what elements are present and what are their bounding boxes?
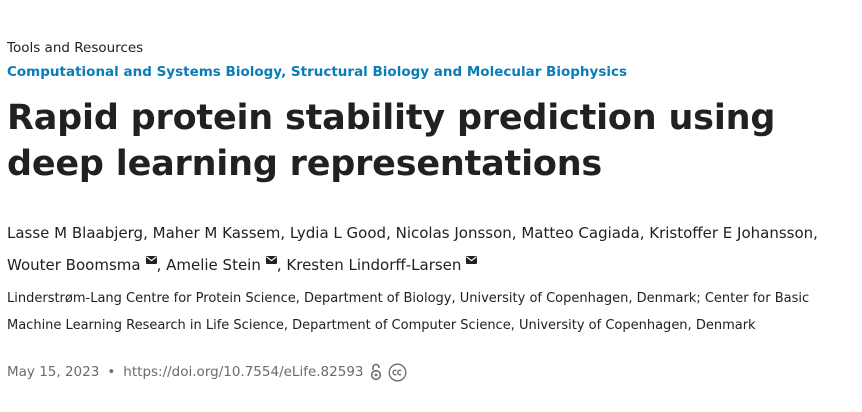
author-separator: , (813, 224, 818, 242)
email-icon[interactable] (466, 246, 478, 272)
open-access-icon[interactable] (370, 363, 382, 381)
author-name[interactable]: Maher M Kassem (152, 224, 281, 242)
author-separator: , (276, 256, 287, 274)
author-separator: , (386, 224, 396, 242)
author-separator: , (639, 224, 650, 242)
author-name[interactable]: Amelie Stein (166, 256, 261, 274)
author-name[interactable]: Kresten Lindorff-Larsen (286, 256, 462, 274)
subject-link-computational-systems-biology[interactable]: Computational and Systems Biology (7, 64, 282, 80)
author-separator: , (511, 224, 522, 242)
author-separator: , (143, 224, 153, 242)
subject-link-structural-biology[interactable]: Structural Biology and Molecular Biophys… (290, 64, 628, 80)
author-name[interactable]: Lydia L Good (289, 224, 387, 242)
article-title: Rapid protein stability prediction using… (7, 98, 776, 184)
meta-separator: • (107, 364, 116, 380)
publication-date: May 15, 2023 (7, 364, 100, 380)
author-list: Lasse M Blaabjerg, Maher M Kassem, Lydia… (7, 220, 842, 278)
email-icon[interactable] (265, 246, 277, 272)
author-name[interactable]: Lasse M Blaabjerg (7, 224, 144, 242)
author-separator: , (280, 224, 290, 242)
author-name[interactable]: Matteo Cagiada (521, 224, 640, 242)
subject-separator: , (281, 64, 291, 80)
article-type: Tools and Resources (7, 40, 144, 56)
email-icon[interactable] (145, 246, 157, 272)
author-name[interactable]: Wouter Boomsma (7, 256, 141, 274)
author-separator: , (156, 256, 167, 274)
affiliations: Linderstrøm-Lang Centre for Protein Scie… (7, 291, 810, 333)
article-meta: May 15, 2023 • https://doi.org/10.7554/e… (7, 360, 407, 384)
creative-commons-icon[interactable] (388, 363, 407, 382)
author-name[interactable]: Nicolas Jonsson (395, 224, 512, 242)
subject-list: Computational and Systems Biology, Struc… (7, 64, 627, 80)
doi-link[interactable]: https://doi.org/10.7554/eLife.82593 (123, 364, 364, 380)
author-name[interactable]: Kristoffer E Johansson (649, 224, 814, 242)
